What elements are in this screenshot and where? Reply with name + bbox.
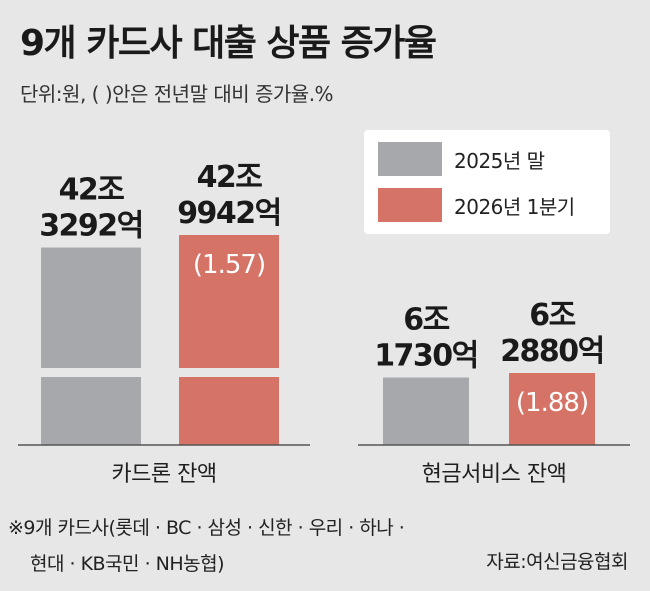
bar-1-1 — [509, 373, 595, 445]
legend-item-2025: 2025년 말 — [378, 140, 545, 178]
growth-label-0-1: (1.57) — [193, 250, 265, 280]
footnote-line-1: ※9개 카드사(롯데 · BC · 삼성 · 신한 · 우리 · 하나 · — [8, 517, 405, 539]
chart-title: 9개 카드사 대출 상품 증가율 — [20, 23, 437, 64]
bar-0-0 — [41, 247, 141, 445]
source-note: 자료:여신금융협회 — [486, 551, 628, 573]
axis-break-0 — [18, 368, 310, 377]
legend-label-2026q1: 2026년 1분기 — [454, 194, 575, 219]
value-label-1-0-0: 6조 — [403, 302, 449, 337]
bar-0-1 — [179, 235, 279, 445]
value-label-0-0-1: 3292억 — [39, 209, 143, 244]
footnote-line-2: 현대 · KB국민 · NH농협) — [30, 553, 225, 575]
chart-subtitle: 단위:원, ( )안은 전년말 대비 증가율.% — [20, 82, 334, 106]
value-label-0-1-0: 42조 — [197, 160, 263, 195]
value-label-1-1-0: 6조 — [529, 298, 575, 333]
value-label-1-0-1: 1730억 — [374, 338, 478, 373]
value-label-1-1-1: 2880억 — [500, 334, 604, 369]
legend-swatch-2025 — [378, 142, 442, 176]
bar-1-0 — [383, 377, 469, 445]
legend-swatch-2026q1 — [378, 188, 442, 222]
value-label-0-0-0: 42조 — [59, 173, 125, 208]
legend: 2025년 말 2026년 1분기 — [364, 130, 610, 234]
legend-label-2025: 2025년 말 — [454, 148, 545, 173]
legend-item-2026q1: 2026년 1분기 — [378, 186, 575, 224]
category-label-0: 카드론 잔액 — [111, 462, 216, 487]
value-label-0-1-1: 9942억 — [177, 196, 281, 231]
footnote: ※9개 카드사(롯데 · BC · 삼성 · 신한 · 우리 · 하나 · 현대… — [8, 510, 588, 582]
growth-label-1-1: (1.88) — [516, 388, 588, 418]
category-label-1: 현금서비스 잔액 — [422, 462, 567, 487]
